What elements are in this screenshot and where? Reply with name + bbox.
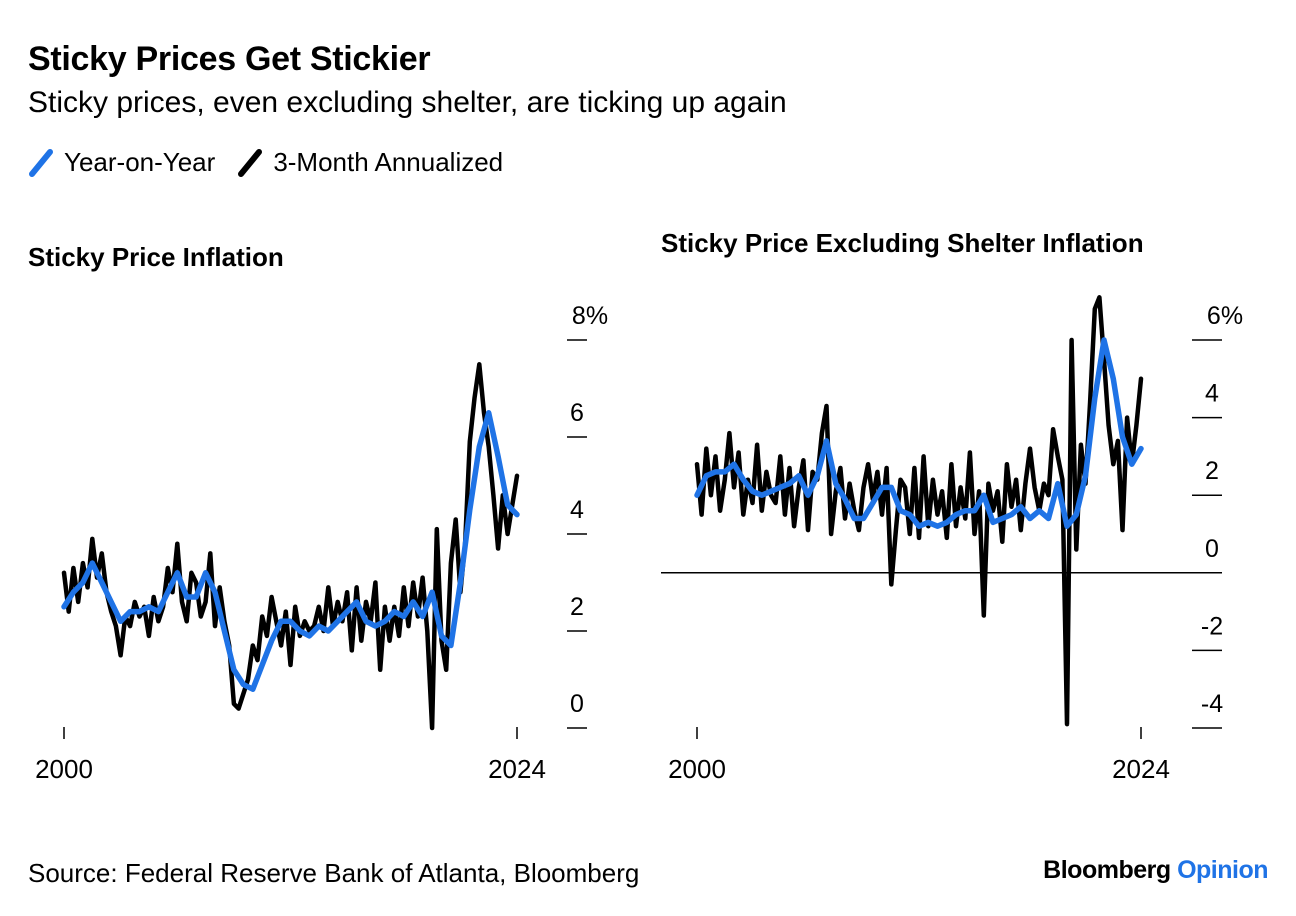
series-line-sticky-price-year-on-year [61,410,520,692]
y-tick-label-sticky-price-0: 0 [570,690,584,718]
legend-label-year-on-year: Year-on-Year [64,146,216,177]
legend-swatch-3-month-annualized [238,149,263,177]
series-line-sticky-price-3-month-annualized [61,362,520,731]
x-tick-label-ex-shelter-0: 2000 [668,754,726,784]
brand-logo: Bloomberg Opinion [1043,856,1268,885]
y-tick-label-sticky-price-3: 6 [570,399,584,427]
legend-item-3-month-annualized: 3-Month Annualized [237,146,503,178]
chart-title: Sticky Prices Get Stickier [28,40,431,78]
y-tick-label-sticky-price-1: 2 [570,593,584,621]
brand-name: Bloomberg [1043,856,1171,884]
y-tick-label-ex-shelter-2: 0 [1205,535,1219,563]
x-tick-label-sticky-price-1: 2024 [488,754,546,784]
y-tick-label-ex-shelter-3: 2 [1205,457,1219,485]
y-tick-label-sticky-price-4: 8% [572,302,608,330]
y-tick-label-ex-shelter-1: -2 [1201,612,1223,640]
y-tick-label-ex-shelter-4: 4 [1205,380,1219,408]
legend-swatch-year-on-year [29,149,53,177]
panel-title-sticky-ex-shelter: Sticky Price Excluding Shelter Inflation [661,228,1144,258]
chart-subtitle: Sticky prices, even excluding shelter, a… [28,86,787,119]
series-line-ex-shelter-year-on-year [694,337,1144,529]
legend-item-year-on-year: Year-on-Year [28,146,215,178]
y-tick-label-ex-shelter-0: -4 [1201,690,1223,718]
legend-label-3-month-annualized: 3-Month Annualized [273,146,504,177]
legend: Year-on-Year 3-Month Annualized [28,146,525,178]
y-tick-label-sticky-price-2: 4 [570,496,584,524]
y-tick-label-ex-shelter-5: 6% [1207,302,1243,330]
brand-suffix: Opinion [1177,856,1268,884]
x-tick-label-ex-shelter-1: 2024 [1112,754,1170,784]
x-tick-label-sticky-price-0: 2000 [35,754,93,784]
series-line-ex-shelter-3-month-annualized [694,295,1144,727]
panel-title-sticky-price: Sticky Price Inflation [28,242,284,272]
source-note: Source: Federal Reserve Bank of Atlanta,… [28,858,640,888]
